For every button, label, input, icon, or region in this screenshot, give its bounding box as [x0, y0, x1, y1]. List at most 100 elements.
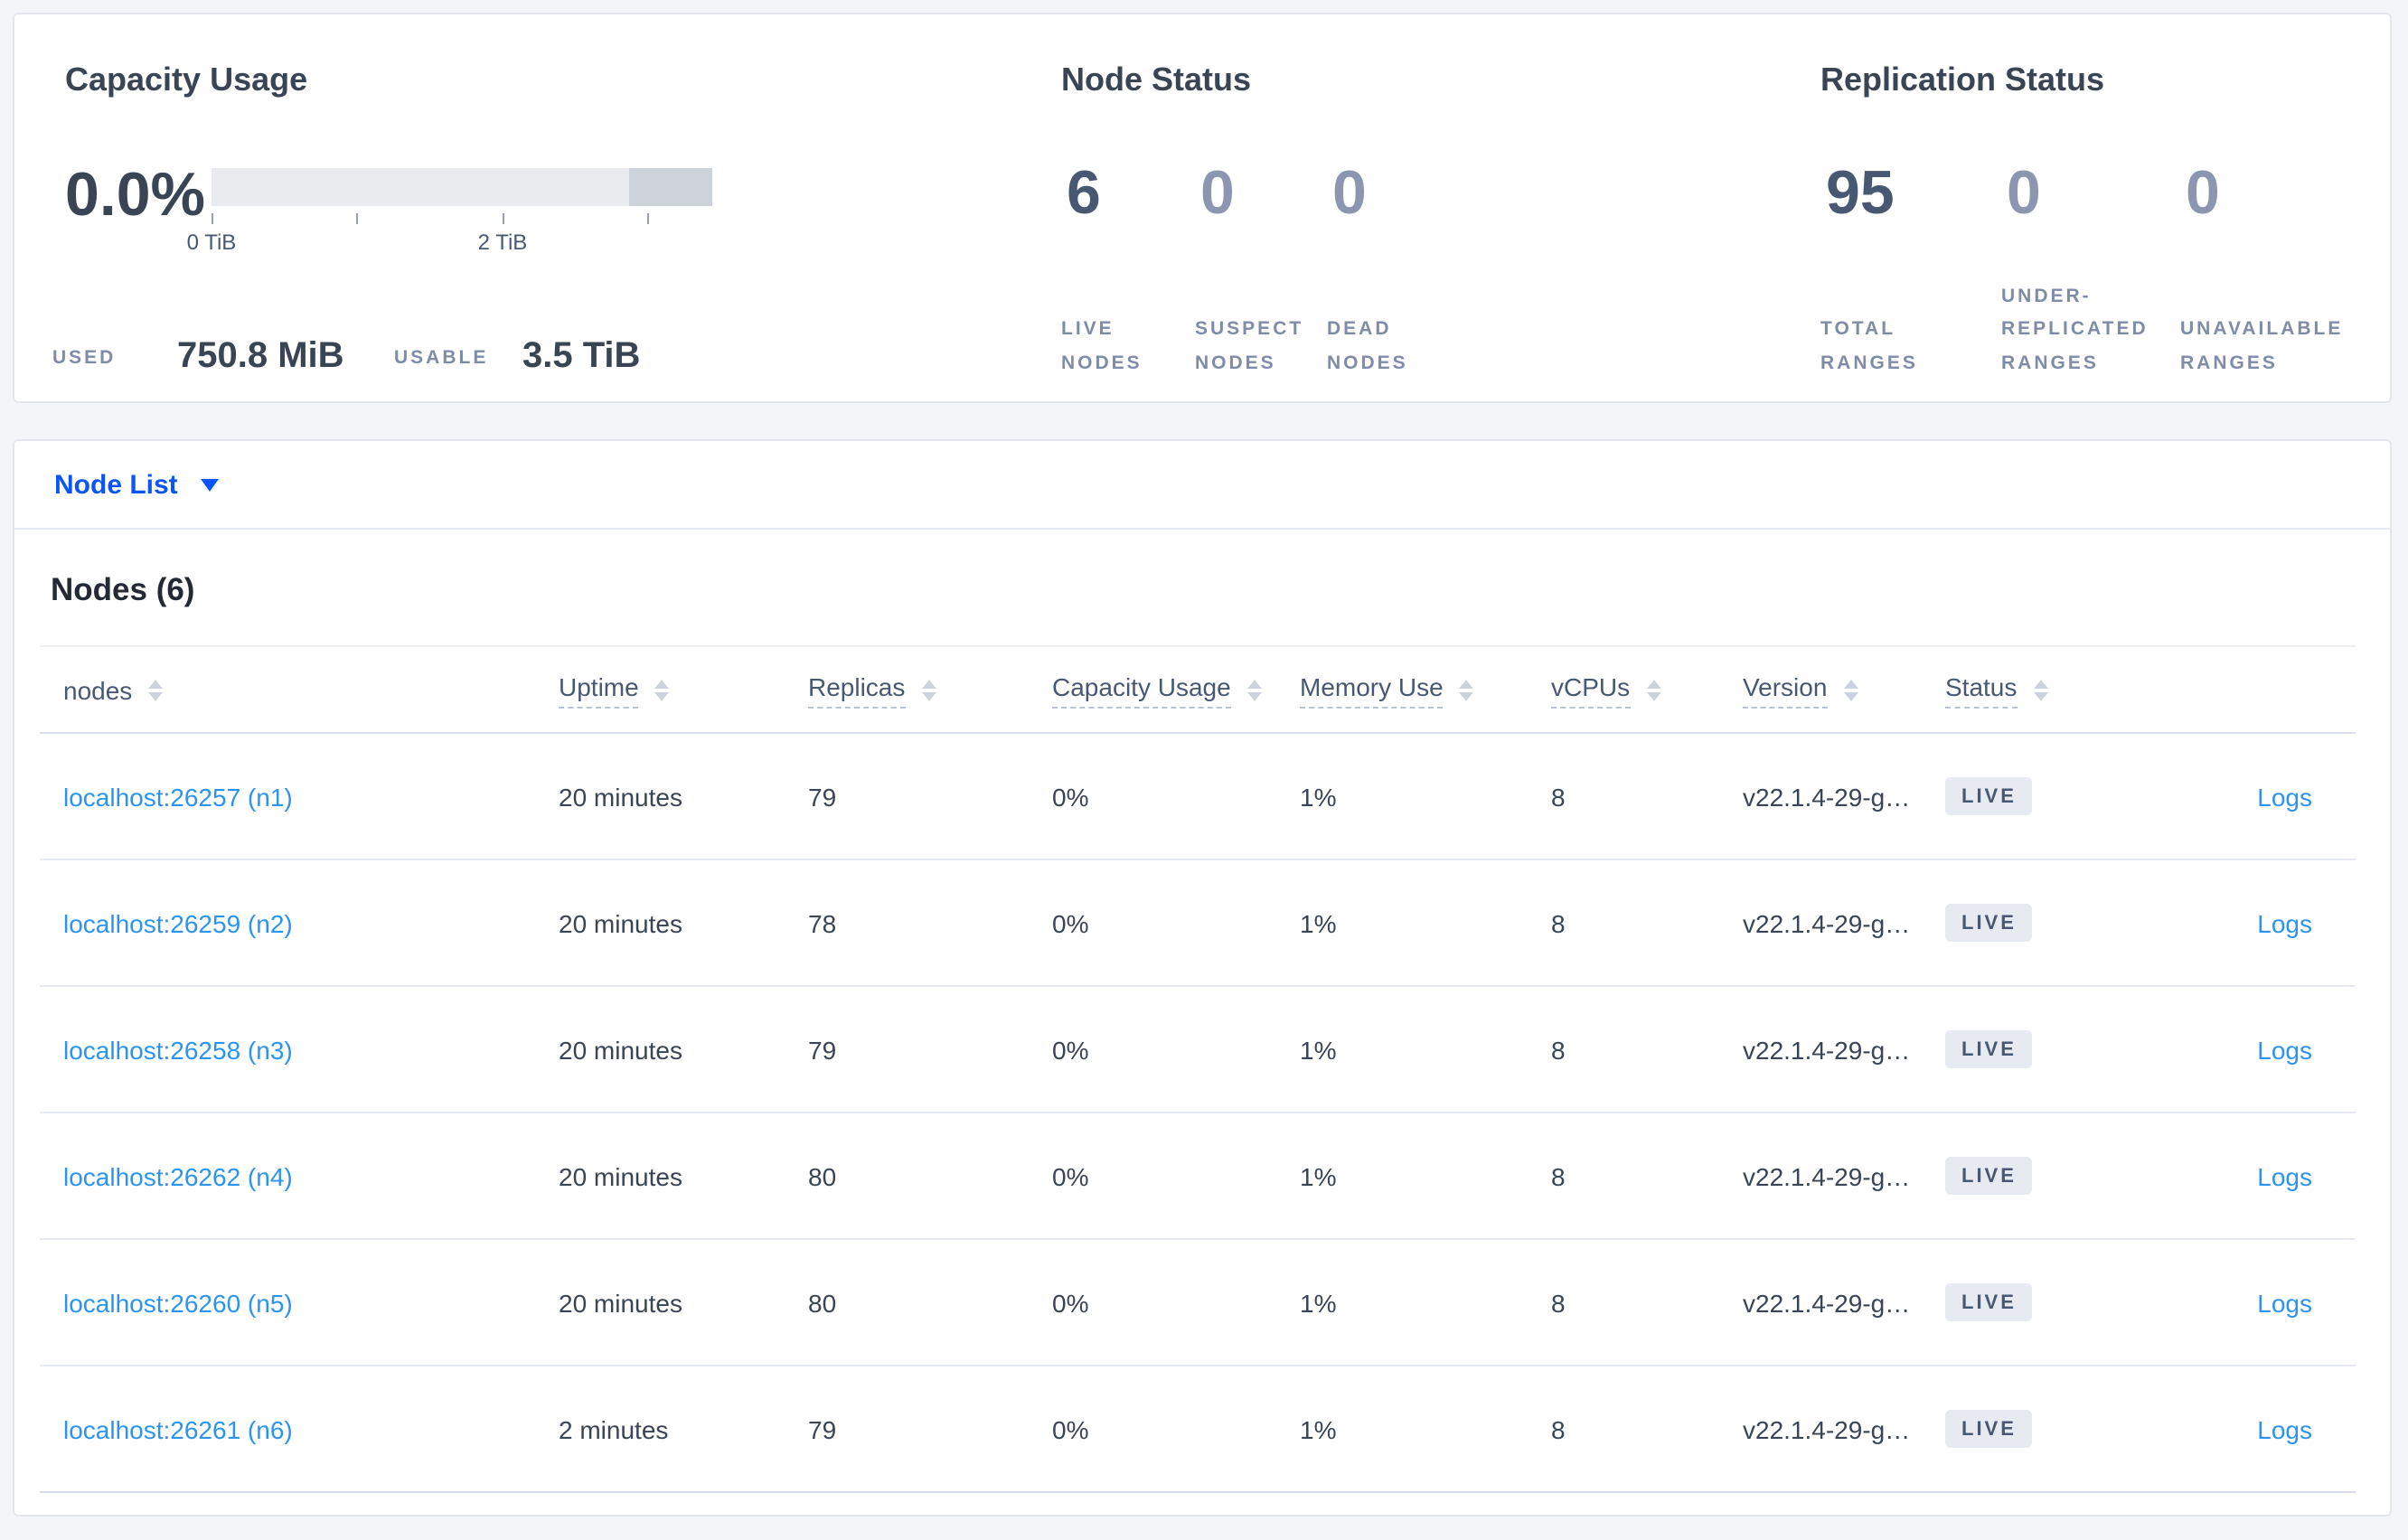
memory-cell: 1% [1300, 1035, 1337, 1064]
nodes-heading: Nodes (6) [51, 571, 195, 607]
cluster-summary-card: Capacity Usage 0.0% 0 TiB 2 TiB USED 750… [13, 13, 2392, 403]
under-replicated-ranges-value: 0 [2007, 159, 2041, 228]
dead-nodes-label: DEAD NODES [1327, 318, 1408, 373]
vcpus-cell: 8 [1551, 1288, 1566, 1317]
total-ranges-value: 95 [1826, 159, 1895, 228]
capacity-cell: 0% [1052, 908, 1089, 937]
logs-cell: Logs [2162, 782, 2312, 811]
replication-status-section: Replication Status 95 TOTAL RANGES 0 UND… [1820, 14, 2408, 405]
status-cell: LIVE [1945, 1157, 2162, 1195]
logs-cell: Logs [2162, 1035, 2312, 1064]
capacity-bar-end-segment [629, 168, 712, 206]
sort-icon [1646, 679, 1661, 700]
capacity-cell: 0% [1052, 1035, 1089, 1064]
status-badge: LIVE [1945, 777, 2033, 815]
column-header-uptime[interactable]: Uptime [559, 671, 808, 708]
node-cell: localhost:26258 (n3) [63, 1035, 559, 1064]
version-cell: v22.1.4-29-g… [1743, 908, 1911, 937]
version-cell: v22.1.4-29-g… [1743, 1288, 1911, 1317]
node-link[interactable]: localhost:26259 (n2) [63, 908, 293, 937]
table-header-row: nodes Uptime Replicas Capacity Usage Mem… [40, 647, 2356, 734]
column-header-nodes[interactable]: nodes [63, 675, 559, 704]
logs-link[interactable]: Logs [2257, 1288, 2312, 1317]
replication-status-stats: 95 TOTAL RANGES 0 UNDER-REPLICATED RANGE… [1820, 155, 2368, 380]
column-header-replicas[interactable]: Replicas [808, 671, 1052, 708]
vcpus-cell: 8 [1551, 1035, 1566, 1064]
unavailable-ranges-stat: 0 UNAVAILABLE RANGES [2180, 155, 2368, 380]
sort-icon [654, 679, 670, 700]
capacity-usage-bar [212, 168, 712, 206]
logs-link[interactable]: Logs [2257, 782, 2312, 811]
status-cell: LIVE [1945, 904, 2162, 942]
unavailable-ranges-label: UNAVAILABLE RANGES [2180, 318, 2344, 373]
under-replicated-ranges-stat: 0 UNDER-REPLICATED RANGES [2001, 155, 2180, 380]
vcpus-cell: 8 [1551, 1161, 1566, 1190]
replicas-cell: 78 [808, 908, 837, 937]
suspect-nodes-label: SUSPECT NODES [1195, 318, 1304, 373]
node-link[interactable]: localhost:26258 (n3) [63, 1035, 293, 1064]
unavailable-ranges-value: 0 [2186, 159, 2220, 228]
uptime-cell: 20 minutes [559, 1035, 682, 1064]
chevron-down-icon [201, 478, 220, 491]
uptime-cell: 2 minutes [559, 1414, 669, 1443]
used-label: USED [52, 347, 117, 369]
capacity-usage-title: Capacity Usage [65, 61, 308, 98]
column-header-status[interactable]: Status [1945, 671, 2162, 708]
node-list-dropdown[interactable]: Node List [14, 441, 2390, 530]
node-link[interactable]: localhost:26257 (n1) [63, 782, 293, 811]
capacity-percent-value: 0.0% [65, 161, 205, 230]
column-header-memory-use[interactable]: Memory Use [1300, 671, 1551, 708]
table-row: localhost:26261 (n6) 2 minutes 79 0% 1% … [40, 1366, 2356, 1493]
replicas-cell: 80 [808, 1288, 837, 1317]
logs-link[interactable]: Logs [2257, 1161, 2312, 1190]
axis-tick [356, 213, 358, 224]
vcpus-cell: 8 [1551, 908, 1566, 937]
node-list-dropdown-label: Node List [54, 469, 178, 500]
node-status-section: Node Status 6 LIVE NODES 0 SUSPECT NODES… [1061, 14, 1658, 405]
node-cell: localhost:26260 (n5) [63, 1288, 559, 1317]
uptime-cell: 20 minutes [559, 1161, 682, 1190]
dead-nodes-value: 0 [1332, 159, 1367, 228]
column-header-vcpus[interactable]: vCPUs [1551, 671, 1743, 708]
table-row: localhost:26258 (n3) 20 minutes 79 0% 1%… [40, 987, 2356, 1113]
logs-link[interactable]: Logs [2257, 1414, 2312, 1443]
column-header-capacity-usage[interactable]: Capacity Usage [1052, 671, 1300, 708]
capacity-cell: 0% [1052, 1414, 1089, 1443]
uptime-cell: 20 minutes [559, 1288, 682, 1317]
table-row: localhost:26257 (n1) 20 minutes 79 0% 1%… [40, 734, 2356, 860]
vcpus-cell: 8 [1551, 782, 1566, 811]
version-cell: v22.1.4-29-g… [1743, 1161, 1911, 1190]
replicas-cell: 79 [808, 1414, 837, 1443]
live-nodes-stat: 6 LIVE NODES [1061, 155, 1195, 380]
memory-cell: 1% [1300, 1414, 1337, 1443]
used-value: 750.8 MiB [177, 336, 344, 376]
logs-link[interactable]: Logs [2257, 1035, 2312, 1064]
sort-icon [148, 679, 164, 700]
column-header-version[interactable]: Version [1743, 671, 1945, 708]
axis-tick-label: 2 TiB [477, 230, 528, 255]
logs-link[interactable]: Logs [2257, 908, 2312, 937]
status-cell: LIVE [1945, 1283, 2162, 1321]
logs-cell: Logs [2162, 1414, 2312, 1443]
vcpus-cell: 8 [1551, 1414, 1566, 1443]
nodes-table: nodes Uptime Replicas Capacity Usage Mem… [40, 645, 2356, 1493]
capacity-cell: 0% [1052, 1288, 1089, 1317]
status-badge: LIVE [1945, 904, 2033, 942]
axis-tick [503, 213, 504, 224]
logs-cell: Logs [2162, 1161, 2312, 1190]
version-cell: v22.1.4-29-g… [1743, 1414, 1911, 1443]
node-cell: localhost:26257 (n1) [63, 782, 559, 811]
table-row: localhost:26262 (n4) 20 minutes 80 0% 1%… [40, 1113, 2356, 1240]
node-link[interactable]: localhost:26261 (n6) [63, 1414, 293, 1443]
node-link[interactable]: localhost:26260 (n5) [63, 1288, 293, 1317]
status-cell: LIVE [1945, 1410, 2162, 1448]
version-cell: v22.1.4-29-g… [1743, 782, 1911, 811]
live-nodes-label: LIVE NODES [1061, 318, 1143, 373]
capacity-cell: 0% [1052, 1161, 1089, 1190]
memory-cell: 1% [1300, 1288, 1337, 1317]
node-link[interactable]: localhost:26262 (n4) [63, 1161, 293, 1190]
replicas-cell: 80 [808, 1161, 837, 1190]
dead-nodes-stat: 0 DEAD NODES [1327, 155, 1443, 380]
axis-tick [647, 213, 649, 224]
